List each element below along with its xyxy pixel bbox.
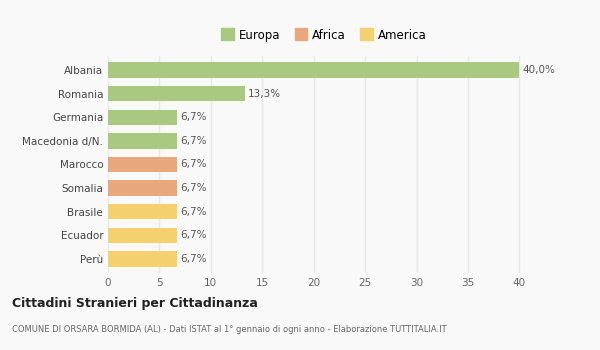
Bar: [108, 86, 245, 101]
Text: 6,7%: 6,7%: [180, 160, 206, 169]
Bar: [108, 133, 177, 149]
Text: 6,7%: 6,7%: [180, 183, 206, 193]
Bar: [108, 180, 177, 196]
Text: 40,0%: 40,0%: [523, 65, 556, 75]
Bar: [108, 157, 177, 172]
Text: 6,7%: 6,7%: [180, 112, 206, 122]
Text: 13,3%: 13,3%: [248, 89, 281, 99]
Text: Cittadini Stranieri per Cittadinanza: Cittadini Stranieri per Cittadinanza: [12, 298, 258, 310]
Text: 6,7%: 6,7%: [180, 230, 206, 240]
Bar: [108, 110, 177, 125]
Text: 6,7%: 6,7%: [180, 206, 206, 217]
Text: 6,7%: 6,7%: [180, 136, 206, 146]
Legend: Europa, Africa, America: Europa, Africa, America: [218, 26, 430, 46]
Text: 6,7%: 6,7%: [180, 254, 206, 264]
Bar: [108, 251, 177, 266]
Text: COMUNE DI ORSARA BORMIDA (AL) - Dati ISTAT al 1° gennaio di ogni anno - Elaboraz: COMUNE DI ORSARA BORMIDA (AL) - Dati IST…: [12, 326, 446, 335]
Bar: [108, 204, 177, 219]
Bar: [108, 228, 177, 243]
Bar: [108, 63, 520, 78]
